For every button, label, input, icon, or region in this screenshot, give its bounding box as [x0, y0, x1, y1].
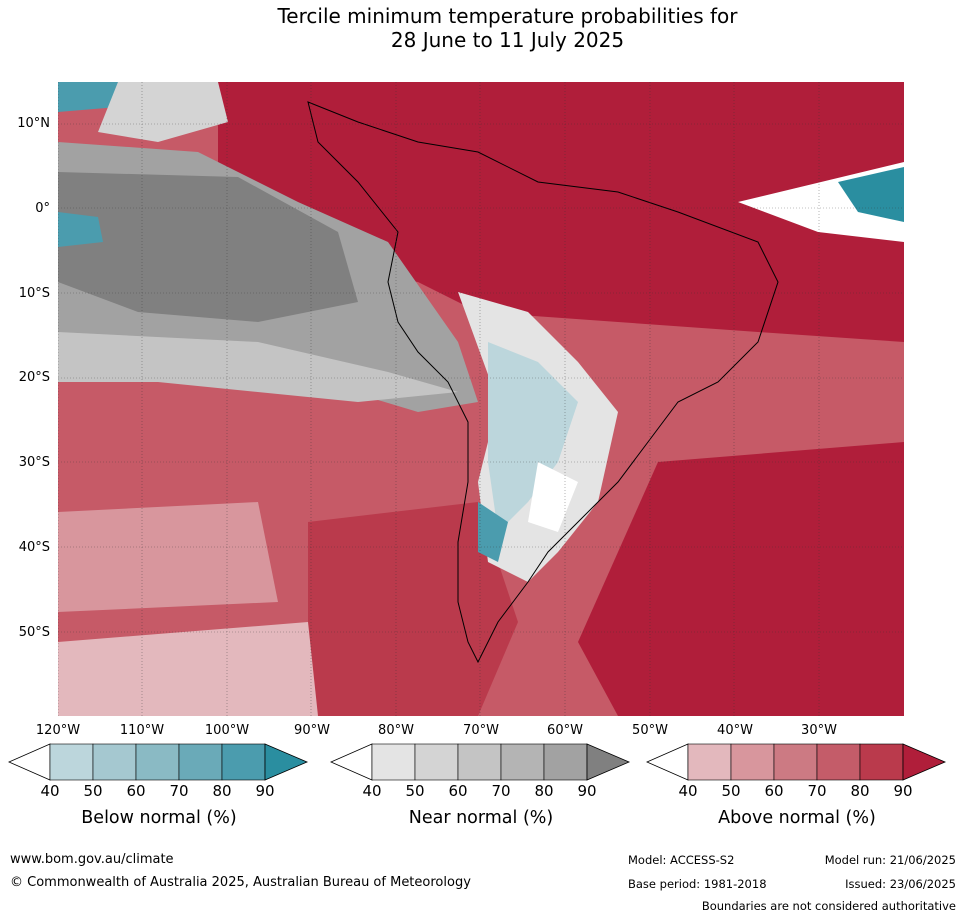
footer-disclaimer: Boundaries are not considered authoritat… — [701, 899, 956, 913]
colorbar-tick-label: 40 — [362, 782, 382, 800]
colorbar-segment — [687, 743, 732, 781]
lon-label-70w: 70°W — [463, 723, 499, 738]
lon-label-120w: 120°W — [35, 723, 81, 738]
probability-map — [58, 82, 904, 716]
colorbar-tick-label: 70 — [169, 782, 189, 800]
colorbar-near-normal — [330, 743, 631, 781]
colorbar-tick-label: 60 — [448, 782, 468, 800]
colorbar-tick-label: 40 — [678, 782, 698, 800]
colorbar-segment — [773, 743, 818, 781]
colorbar-tick-label: 90 — [893, 782, 913, 800]
colorbar-tick-label: 80 — [212, 782, 232, 800]
colorbar-tick-label: 70 — [807, 782, 827, 800]
colorbar-tick-label: 50 — [83, 782, 103, 800]
footer-model-run: Model run: 21/06/2025 — [824, 853, 956, 867]
colorbar-tick-label: 80 — [850, 782, 870, 800]
colorbar-segment — [859, 743, 904, 781]
footer-base-period: Base period: 1981-2018 — [628, 877, 767, 891]
title-line-2: 28 June to 11 July 2025 — [390, 28, 625, 52]
lat-label-10s: 10°S — [18, 286, 50, 301]
colorbar-tick-label: 50 — [405, 782, 425, 800]
colorbar-below-normal — [8, 743, 309, 781]
colorbar-tick-label: 60 — [764, 782, 784, 800]
colorbar-tick-label: 70 — [491, 782, 511, 800]
lon-label-80w: 80°W — [378, 723, 414, 738]
colorbar-segment — [49, 743, 94, 781]
colorbar-segment — [543, 743, 588, 781]
map-title: Tercile minimum temperature probabilitie… — [0, 4, 965, 52]
colorbar-segment — [178, 743, 223, 781]
lon-label-40w: 40°W — [717, 723, 753, 738]
colorbar-segment — [414, 743, 459, 781]
lon-label-30w: 30°W — [801, 723, 837, 738]
colorbar-segment — [816, 743, 861, 781]
colorbar-segment — [92, 743, 137, 781]
lon-label-60w: 60°W — [547, 723, 583, 738]
colorbar-tick-label: 40 — [40, 782, 60, 800]
lat-label-10n: 10°N — [17, 116, 50, 131]
colorbar-tick-label: 90 — [255, 782, 275, 800]
colorbar-tick-label: 50 — [721, 782, 741, 800]
colorbar-tick-label: 90 — [577, 782, 597, 800]
lat-label-40s: 40°S — [18, 540, 50, 555]
lon-label-50w: 50°W — [632, 723, 668, 738]
colorbar-segment — [221, 743, 266, 781]
lat-label-50s: 50°S — [18, 625, 50, 640]
colorbar-tick-label: 60 — [126, 782, 146, 800]
colorbar-above-normal — [646, 743, 947, 781]
lon-label-100w: 100°W — [204, 723, 250, 738]
colorbar-segment — [730, 743, 775, 781]
colorbar-arrow-low — [646, 743, 689, 781]
lon-label-110w: 110°W — [119, 723, 165, 738]
colorbar-segment — [371, 743, 416, 781]
colorbar-arrow-high — [586, 743, 631, 781]
lat-label-30s: 30°S — [18, 455, 50, 470]
colorbar-arrow-low — [8, 743, 51, 781]
colorbar-segment — [135, 743, 180, 781]
colorbar-arrow-low — [330, 743, 373, 781]
colorbar-arrow-high — [902, 743, 947, 781]
colorbar-segment — [500, 743, 545, 781]
colorbar-near-label: Near normal (%) — [408, 808, 554, 828]
footer-model: Model: ACCESS-S2 — [628, 853, 735, 867]
colorbar-below-label: Below normal (%) — [81, 808, 237, 828]
footer-copyright: © Commonwealth of Australia 2025, Austra… — [10, 875, 471, 890]
lon-label-90w: 90°W — [294, 723, 330, 738]
lat-label-0: 0° — [35, 201, 50, 216]
footer-website: www.bom.gov.au/climate — [10, 852, 174, 867]
colorbar-arrow-high — [264, 743, 309, 781]
colorbar-tick-label: 80 — [534, 782, 554, 800]
colorbar-segment — [457, 743, 502, 781]
footer-issued: Issued: 23/06/2025 — [845, 877, 956, 891]
colorbar-above-label: Above normal (%) — [718, 808, 876, 828]
title-line-1: Tercile minimum temperature probabilitie… — [277, 4, 738, 28]
lat-label-20s: 20°S — [18, 370, 50, 385]
